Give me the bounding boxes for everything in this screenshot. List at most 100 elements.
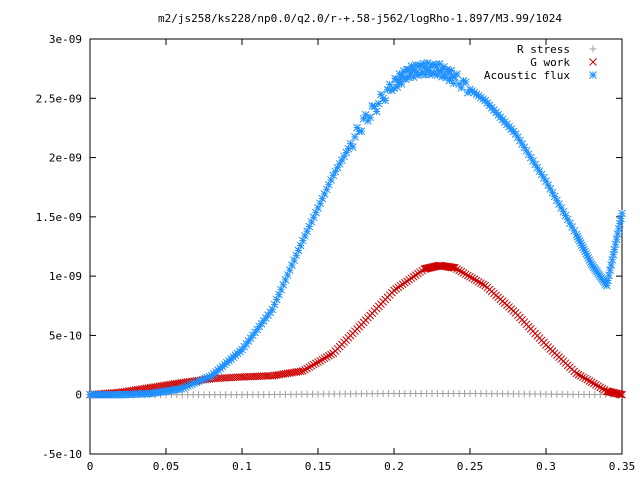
data-point: [608, 255, 617, 264]
data-point: [322, 353, 331, 361]
data-point: [585, 377, 594, 385]
data-point: [461, 78, 470, 87]
x-tick-label: 0.25: [457, 460, 484, 473]
data-point: [357, 127, 366, 136]
data-point: [614, 224, 623, 233]
legend-marker: [589, 45, 597, 53]
data-point: [615, 219, 624, 228]
data-point: [453, 70, 461, 78]
legend-label: Acoustic flux: [484, 69, 570, 82]
y-tick-label: 3e-09: [49, 33, 82, 46]
data-point: [307, 362, 316, 370]
data-point: [479, 280, 487, 289]
legend-marker: [589, 71, 597, 79]
data-point: [327, 350, 335, 359]
data-point: [574, 370, 583, 379]
data-point: [617, 214, 625, 223]
data-point: [311, 359, 320, 368]
data-point: [314, 358, 322, 366]
data-point: [450, 263, 459, 272]
legend-label: G work: [530, 56, 570, 69]
data-point: [457, 84, 466, 92]
legend-label: R stress: [517, 43, 570, 56]
y-tick-label: 0: [75, 389, 82, 402]
data-point: [568, 223, 576, 231]
x-tick-label: 0.3: [536, 460, 556, 473]
data-point: [572, 369, 581, 378]
plot-frame: [89, 38, 623, 455]
data-point: [461, 270, 470, 279]
data-point: [435, 60, 444, 68]
data-point: [610, 245, 619, 254]
data-point: [453, 265, 461, 273]
data-point: [366, 113, 374, 122]
data-point: [305, 363, 314, 372]
data-point: [309, 360, 318, 369]
data-point: [372, 107, 381, 116]
y-tick-label: 1.5e-09: [36, 211, 82, 224]
data-point: [457, 267, 466, 276]
data-point: [470, 275, 479, 284]
y-tick-label: -5e-10: [42, 448, 82, 461]
data-point: [407, 62, 416, 70]
data-point: [325, 351, 333, 360]
data-point: [351, 133, 359, 141]
y-tick-label: 5e-10: [49, 329, 82, 342]
data-point: [447, 263, 456, 272]
data-point: [609, 250, 618, 259]
data-point: [592, 380, 600, 389]
x-tick-label: 0.1: [232, 460, 252, 473]
data-point: [318, 355, 327, 364]
data-point: [320, 354, 329, 363]
data-point: [477, 279, 485, 287]
data-point: [611, 240, 620, 249]
data-point: [613, 230, 622, 238]
legend-marker: [589, 58, 597, 66]
data-point: [596, 383, 605, 392]
data-point: [466, 272, 474, 281]
x-tick-label: 0.05: [153, 460, 180, 473]
data-point: [607, 261, 615, 269]
data-point: [581, 374, 589, 383]
data-point: [468, 274, 477, 282]
x-tick-label: 0: [87, 460, 94, 473]
data-point: [583, 375, 592, 384]
data-point: [381, 96, 390, 105]
data-point: [447, 66, 456, 75]
data-point: [463, 271, 472, 280]
data-point: [618, 390, 626, 399]
data-point: [455, 266, 463, 275]
series-star: [86, 59, 626, 399]
x-tick-label: 0.15: [305, 460, 332, 473]
data-point: [409, 73, 418, 81]
data-point: [618, 209, 626, 218]
data-point: [602, 281, 611, 290]
data-point: [393, 83, 402, 91]
data-point: [474, 277, 483, 286]
data-point: [448, 263, 457, 272]
data-point: [605, 271, 613, 280]
data-point: [587, 378, 596, 387]
data-point: [459, 269, 468, 277]
data-point: [303, 364, 311, 373]
data-point: [589, 379, 598, 388]
data-point: [348, 143, 357, 151]
data-point: [617, 390, 625, 399]
y-tick-label: 1e-09: [49, 270, 82, 283]
y-tick-label: 2e-09: [49, 152, 82, 165]
data-point: [604, 276, 612, 285]
x-tick-label: 0.35: [609, 460, 636, 473]
data-point: [301, 365, 309, 374]
data-point: [612, 235, 621, 243]
x-tick-label: 0.2: [384, 460, 404, 473]
data-point: [472, 276, 481, 285]
axes: 0 0.05 0.1 0.15 0.2 0.25 0.3 0.35 -5e-10 0 5e-10 1e…: [36, 33, 636, 473]
data-point: [298, 367, 307, 375]
data-point: [594, 382, 602, 390]
data-point: [296, 367, 305, 376]
data-point: [576, 372, 585, 380]
data-point: [598, 384, 607, 393]
